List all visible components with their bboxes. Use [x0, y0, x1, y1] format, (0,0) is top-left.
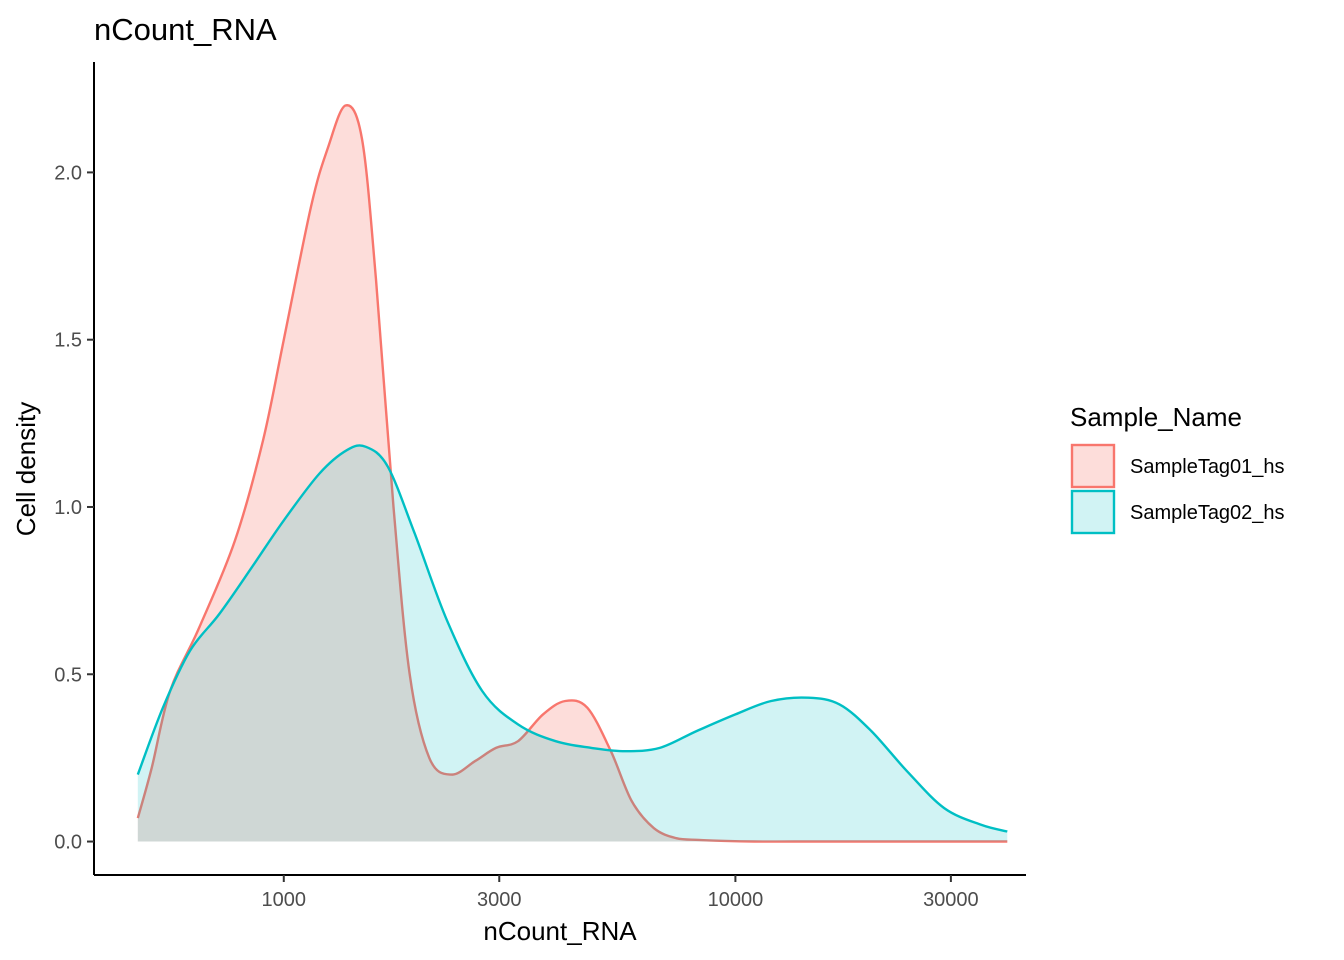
y-tick-label: 1.0 — [54, 497, 82, 519]
y-tick-label: 0.5 — [54, 664, 82, 686]
y-tick-label: 2.0 — [54, 162, 82, 184]
legend: SampleTag01_hs SampleTag02_hs — [1070, 443, 1285, 535]
x-tick-label: 1000 — [262, 889, 307, 911]
plot-title: nCount_RNA — [94, 12, 277, 47]
series-2-line — [136, 444, 1008, 833]
y-axis-title: Cell density — [11, 402, 41, 536]
legend-key-1-bg — [1072, 445, 1114, 487]
series-1-area — [137, 105, 1008, 842]
legend-key-2 — [1070, 489, 1116, 535]
legend-title: Sample_Name — [1070, 402, 1242, 432]
x-tick-label: 30000 — [923, 889, 979, 911]
series-1-line — [136, 104, 1008, 843]
y-tick-label: 1.5 — [54, 330, 82, 352]
legend-label-2: SampleTag02_hs — [1130, 502, 1285, 524]
legend-key-2-bg — [1072, 491, 1114, 533]
series-2-area — [137, 445, 1008, 842]
series-layer — [136, 104, 1008, 843]
x-tick-label: 10000 — [708, 889, 764, 911]
x-axis-ticks: 1000 3000 10000 30000 — [262, 875, 979, 911]
x-axis-title: nCount_RNA — [483, 916, 637, 946]
legend-label-1: SampleTag01_hs — [1130, 456, 1285, 478]
legend-key-1 — [1070, 443, 1116, 489]
x-tick-label: 3000 — [477, 889, 522, 911]
y-axis-ticks: 0.0 0.5 1.0 1.5 2.0 — [54, 162, 94, 854]
y-tick-label: 0.0 — [54, 832, 82, 854]
